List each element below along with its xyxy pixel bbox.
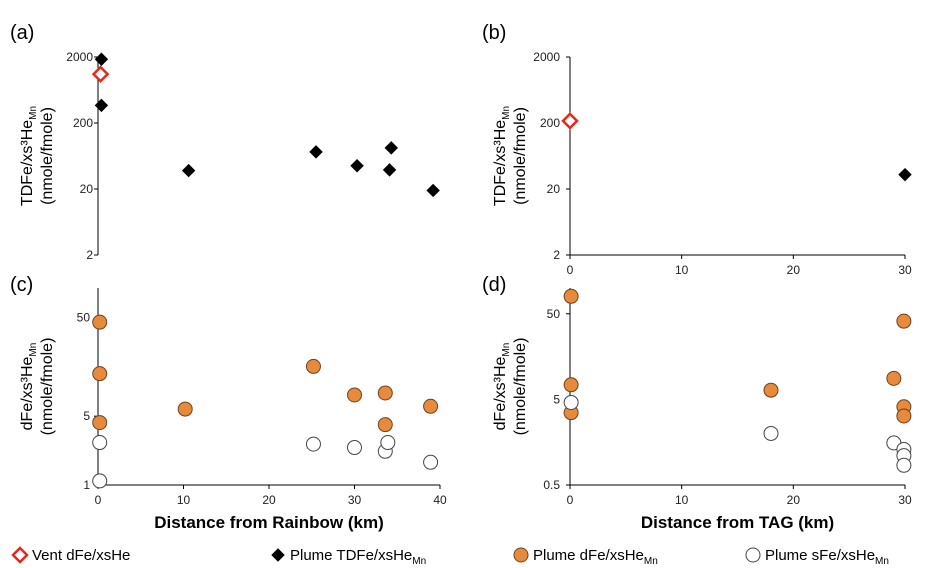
x-tick-label: 10 — [675, 493, 689, 507]
y-tick-label: 50 — [547, 307, 561, 321]
panel-c: (c) 1 5 50 0 10 20 30 40 Distance from Rainbow (k… — [10, 274, 447, 532]
y-tick-label: 50 — [77, 311, 91, 325]
data-point-circle-orange — [177, 401, 193, 417]
data-point-diamond-black — [426, 183, 440, 198]
y-tick-label: 1 — [83, 478, 90, 492]
data-point-circle-orange — [886, 370, 902, 386]
y-axis-title: TDFe/xs³HeMn(nmole/fmole) — [19, 106, 56, 206]
y-tick-label: 0.5 — [543, 478, 560, 492]
x-tick-label: 0 — [567, 493, 574, 507]
y-tick-label: 2000 — [66, 50, 93, 64]
y-axis-title: dFe/xs³HeMn(nmole/fmole) — [19, 338, 56, 436]
data-point-diamond-black — [309, 145, 323, 159]
y-tick-label: 200 — [73, 116, 93, 130]
data-point-circle-orange — [92, 314, 108, 330]
data-point-circle-orange — [377, 385, 393, 401]
y-axis-title: TDFe/xs³HeMn(nmole/fmole) — [492, 106, 529, 206]
y-tick-label: 2 — [86, 248, 93, 262]
x-tick-label: 10 — [177, 493, 191, 507]
data-point-circle-open — [380, 435, 396, 451]
data-point-circle-orange — [377, 417, 393, 433]
legend-label: Plume TDFe/xsHeMn — [290, 547, 426, 567]
legend-marker — [11, 546, 29, 564]
data-point-circle-orange — [763, 382, 779, 398]
data-point-circle-orange — [92, 415, 108, 431]
legend: Vent dFe/xsHe Plume TDFe/xsHeMn Plume dFe/… — [11, 546, 889, 567]
x-tick-label: 20 — [787, 493, 801, 507]
data-point-diamond-black — [382, 163, 397, 177]
y-tick-label: 20 — [547, 182, 561, 196]
legend-item: Plume sFe/xsHeMn — [745, 547, 889, 567]
panel-label: (a) — [10, 22, 34, 44]
x-tick-label: 10 — [675, 263, 689, 277]
x-tick-label: 0 — [95, 493, 102, 507]
data-point-circle-open — [305, 436, 321, 452]
y-tick-label: 5 — [83, 409, 90, 423]
legend-marker — [271, 548, 285, 562]
y-tick-label: 5 — [553, 392, 560, 406]
y-tick-label: 2000 — [533, 50, 560, 64]
x-tick-label: 30 — [898, 493, 912, 507]
y-tick-label: 20 — [80, 182, 94, 196]
legend-item: Plume TDFe/xsHeMn — [271, 547, 426, 567]
x-axis-title: Distance from Rainbow (km) — [154, 513, 384, 532]
panel-d: (d) 0.5 5 50 0 10 20 30 Distance from TAG (km) dF… — [482, 274, 912, 532]
panels: (a)2202002000TDFe/xs³HeMn(nmole/fmole)(b… — [10, 22, 912, 532]
data-point-diamond-black — [181, 163, 196, 178]
x-tick-label: 20 — [787, 263, 801, 277]
panel-label: (c) — [10, 274, 33, 296]
data-point-circle-orange — [92, 366, 108, 382]
data-point-diamond-black — [94, 98, 109, 113]
data-point-circle-open — [896, 457, 912, 473]
data-point-diamond-black — [94, 52, 109, 66]
panel-b: (b) 2 20 200 2000 0 10 20 30 TDFe/xs³HeMn(nmole/f… — [482, 22, 912, 277]
x-tick-label: 30 — [348, 493, 362, 507]
y-tick-label: 2 — [553, 248, 560, 262]
panel-a: (a) 2 20 200 2000 TDFe/xs³HeMn(nmole/fmole) — [10, 22, 440, 262]
data-point-diamond-black — [898, 167, 912, 182]
legend-label: Vent dFe/xsHe — [32, 547, 130, 564]
y-axis-title: dFe/xs³HeMn(nmole/fmole) — [492, 338, 529, 436]
data-point-circle-open — [423, 454, 439, 470]
legend-item: Vent dFe/xsHe — [11, 546, 130, 564]
data-point-circle-orange — [563, 288, 579, 304]
x-tick-label: 0 — [567, 263, 574, 277]
data-point-diamond-open-red — [561, 112, 579, 130]
data-point-circle-orange — [563, 377, 579, 393]
data-point-circle-orange — [896, 408, 912, 424]
data-point-diamond-black — [384, 141, 398, 155]
x-tick-label: 30 — [898, 263, 912, 277]
data-point-circle-open — [347, 440, 362, 456]
legend-label: Plume sFe/xsHeMn — [765, 547, 889, 567]
legend-marker — [513, 547, 529, 563]
legend-item: Plume dFe/xsHeMn — [513, 547, 658, 567]
panel-label: (d) — [482, 274, 506, 296]
x-axis-title: Distance from TAG (km) — [641, 513, 834, 532]
data-point-circle-orange — [305, 358, 321, 374]
x-tick-label: 40 — [433, 493, 447, 507]
data-point-circle-orange — [347, 387, 362, 403]
y-tick-label: 200 — [540, 116, 560, 130]
data-point-circle-open — [92, 473, 108, 489]
data-point-circle-open — [763, 425, 779, 441]
data-point-diamond-black — [350, 159, 364, 173]
legend-label: Plume dFe/xsHeMn — [533, 547, 658, 567]
data-point-circle-open — [563, 394, 579, 410]
data-point-diamond-open-red — [91, 65, 110, 83]
data-point-circle-open — [92, 435, 108, 451]
data-point-circle-orange — [896, 313, 912, 329]
legend-marker — [745, 547, 761, 563]
x-tick-label: 20 — [262, 493, 276, 507]
data-point-circle-orange — [423, 398, 439, 414]
panel-label: (b) — [482, 22, 506, 44]
